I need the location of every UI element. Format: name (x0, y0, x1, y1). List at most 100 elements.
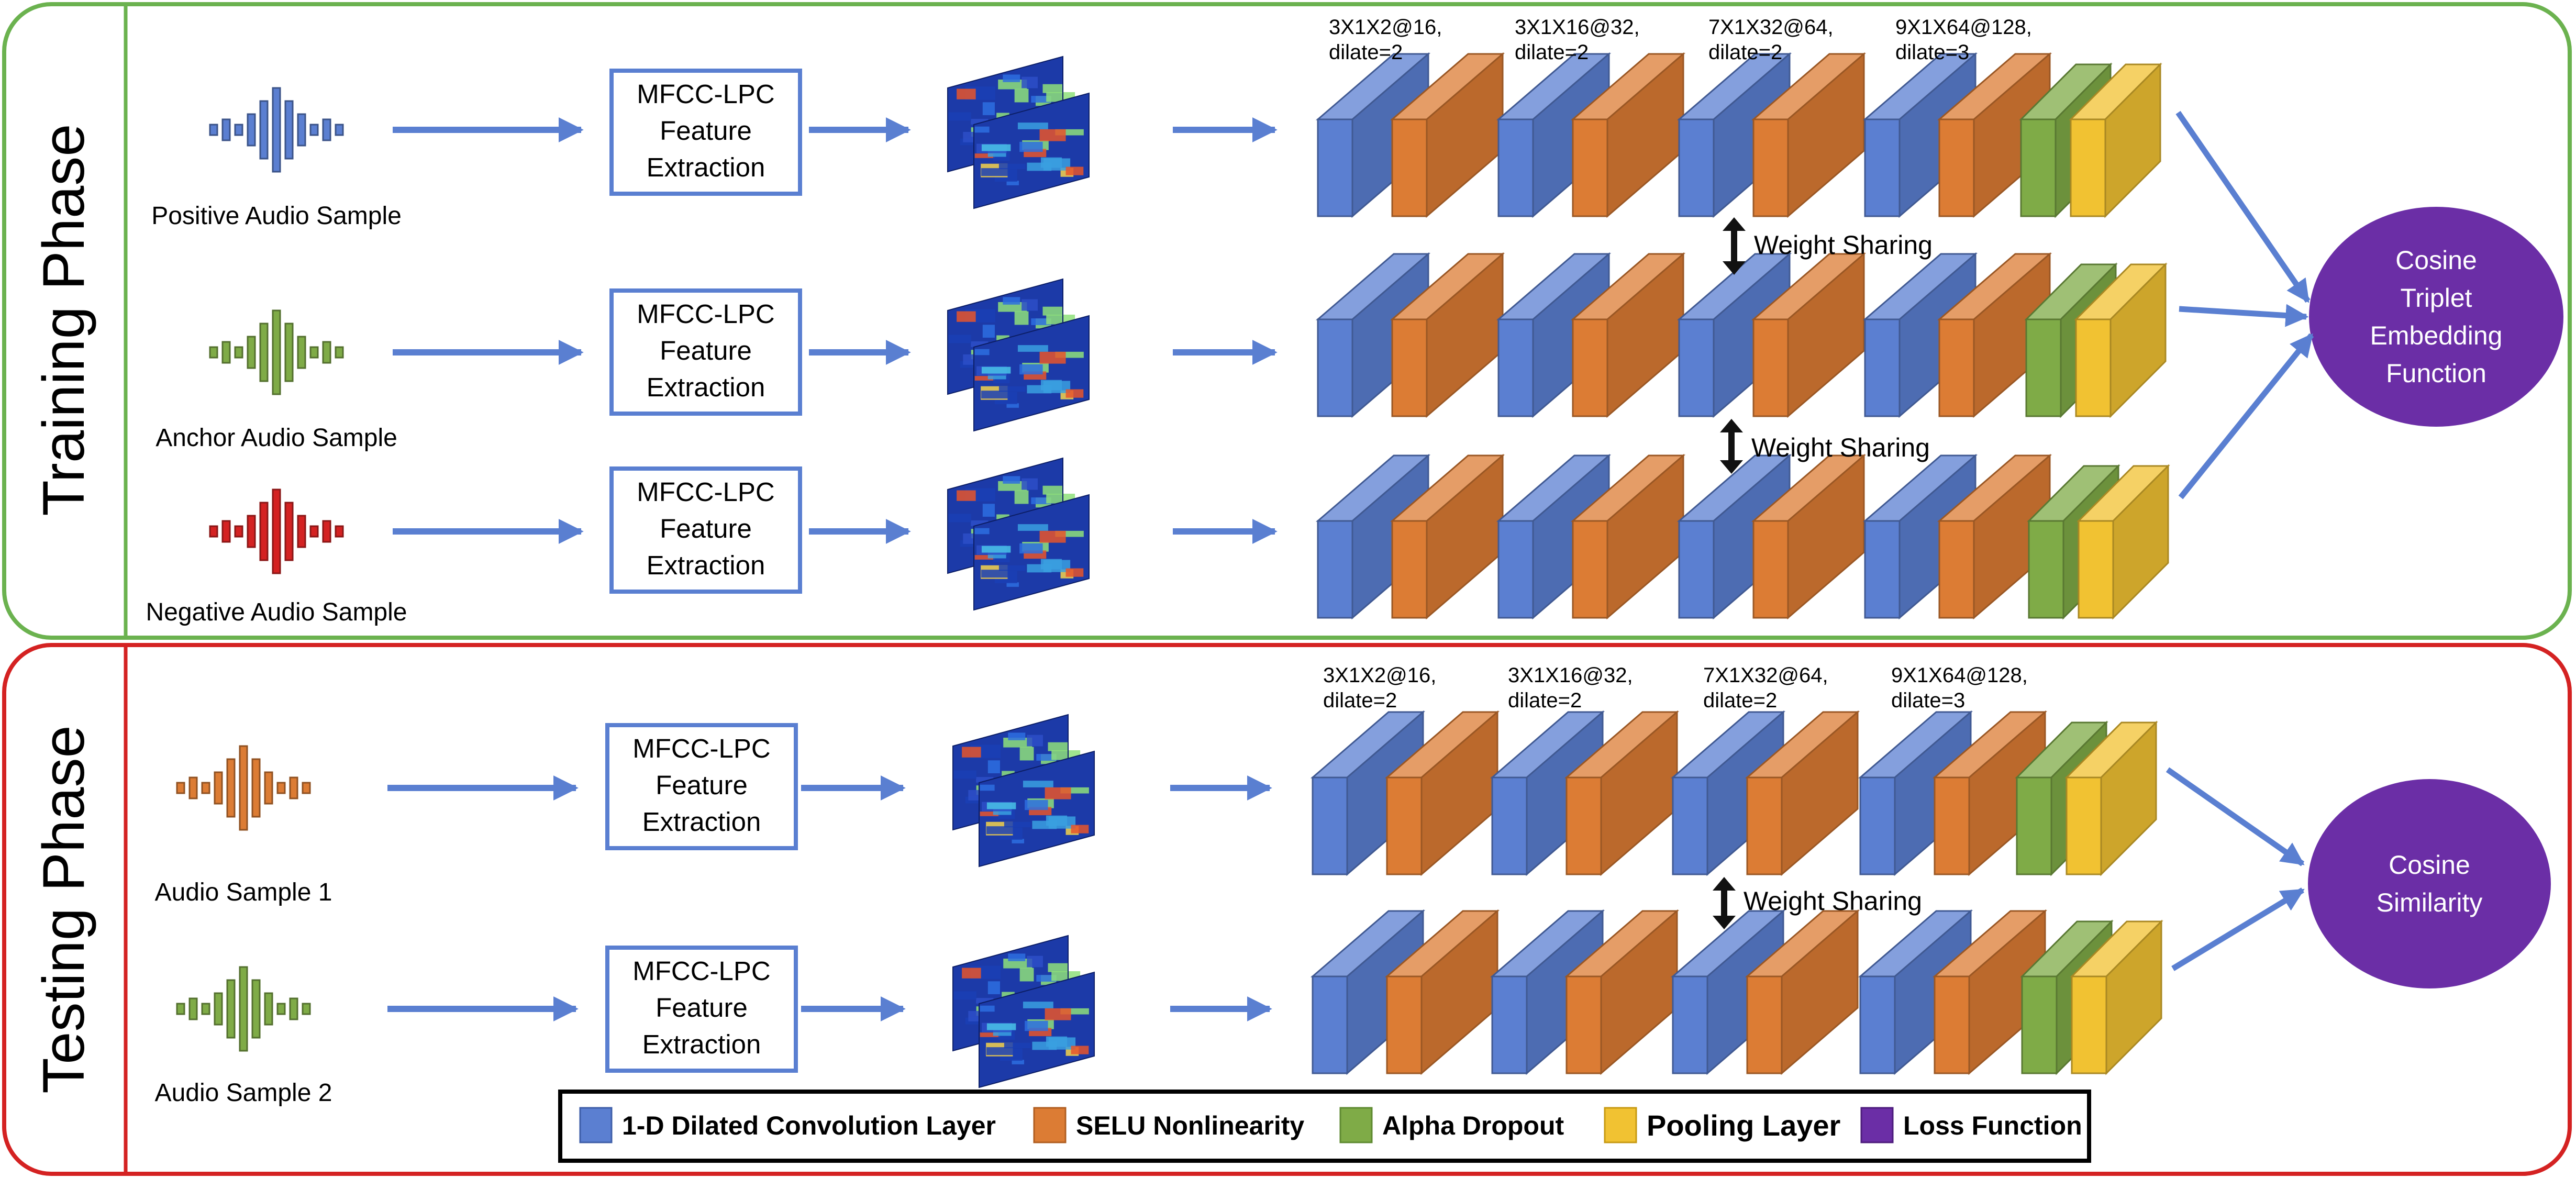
spectrogram-speckle (1021, 299, 1038, 311)
cnn-row-testing-1 (1310, 710, 2158, 876)
wave-bar (272, 87, 281, 173)
double-arrow-head-up (1713, 877, 1736, 891)
spectrogram-speckle (1006, 181, 1019, 185)
spectrogram-speckle (948, 112, 971, 121)
box-front (1565, 776, 1602, 875)
selu-layer-3 (1751, 252, 1867, 418)
selu-layer-4 (1937, 453, 2052, 620)
training-phase-frame (2, 2, 2572, 640)
spectrogram-speckle (981, 168, 1008, 176)
conv-layer-2 (1490, 710, 1605, 876)
box-front (1864, 118, 1901, 217)
conv-layer-1 (1315, 52, 1431, 218)
wave-bar (309, 124, 319, 136)
wave-bar (209, 124, 218, 136)
spectrogram-speckle (1021, 478, 1038, 490)
layer-spec-2: 3X1X16@32, (1508, 664, 1633, 687)
wave-bar (309, 346, 319, 359)
box-front (1391, 520, 1428, 619)
spectrogram-speckle (1039, 351, 1066, 364)
wave-bar (335, 346, 344, 359)
weight-sharing-label-training-2: Weight Sharing (1751, 433, 1930, 462)
box-front (1672, 776, 1708, 875)
wave-bar (272, 309, 281, 395)
box-front (1938, 520, 1975, 619)
selu-layer-3 (1751, 453, 1867, 620)
box-front (1672, 975, 1708, 1074)
spectrogram-speckle (987, 150, 1006, 157)
spectrogram-speckle (1036, 975, 1056, 982)
feature-box-line: Extraction (647, 152, 765, 182)
wave-bar (209, 346, 218, 359)
sample-label-training-2: Anchor Audio Sample (156, 424, 397, 452)
layer-spec-1: 3X1X2@16, (1329, 16, 1442, 39)
spectrogram-speckle (1071, 1046, 1089, 1054)
box-front (1312, 975, 1348, 1074)
selu-layer-2 (1570, 52, 1686, 218)
box-front (1859, 975, 1896, 1074)
spectrogram-speckle (1040, 559, 1062, 570)
spectrogram-speckle (974, 376, 995, 381)
spectrogram-edge (973, 494, 1090, 611)
spectrogram-speckle (974, 555, 995, 560)
spectrogram-speckle (957, 311, 976, 322)
pooling-layer (2064, 720, 2158, 876)
double-arrow-head-down (1720, 460, 1743, 474)
feature-box-line: Extraction (647, 372, 765, 402)
box-front (1391, 118, 1428, 217)
weight-sharing-arrow-training-1 (1723, 217, 1746, 275)
layer-spec-3: dilate=2 (1708, 41, 1782, 64)
arrow-cnn-to-loss-3 (2178, 333, 2314, 499)
wave-bar (264, 992, 273, 1026)
spectrogram-speckle (1021, 76, 1038, 88)
spectrogram-speckle (948, 514, 971, 523)
box-front (1386, 776, 1423, 875)
legend: 1-D Dilated Convolution Layer SELU Nonli… (558, 1090, 2091, 1163)
box-front (1938, 118, 1975, 217)
wave-bar (239, 966, 248, 1052)
feature-box-testing-1: MFCC-LPC Feature Extraction (605, 723, 798, 850)
double-arrow-head-up (1723, 217, 1746, 231)
spectrogram-speckle (1046, 1036, 1068, 1047)
spectrogram-speckle (981, 144, 1011, 151)
spectrogram-speckle (1027, 735, 1043, 747)
wave-bar (251, 758, 261, 818)
wave-bar (234, 525, 243, 538)
wave-bar (289, 997, 298, 1020)
spectrogram-speckle (1017, 524, 1048, 531)
selu-layer-3 (1745, 909, 1860, 1075)
legend-swatch-pooling (1604, 1107, 1637, 1143)
waveform-testing-2 (176, 966, 311, 1052)
spectrogram-training-1 (947, 55, 1090, 209)
wave-bar (335, 525, 344, 538)
double-arrow-head-down (1723, 261, 1746, 275)
spectrogram-testing-1 (952, 714, 1095, 868)
wave-bar (276, 1003, 286, 1015)
legend-frame (558, 1090, 2091, 1163)
spectrogram-speckle (976, 777, 994, 783)
spectrogram-speckle (1025, 1020, 1048, 1031)
spectrogram-speckle (1045, 787, 1071, 799)
loss-ellipse (2308, 779, 2551, 988)
spectrogram-speckle (962, 968, 981, 979)
spectrogram-speckle (987, 552, 1006, 559)
wave-bar (259, 323, 269, 382)
spectrogram-speckle (1012, 839, 1024, 843)
conv-layer-2 (1490, 909, 1605, 1075)
layer-spec-2: dilate=2 (1515, 41, 1589, 64)
feature-box-line: Feature (660, 116, 752, 146)
box-front (1678, 318, 1715, 417)
layer-spec-1: dilate=2 (1323, 689, 1397, 712)
legend-swatch-selu (1033, 1107, 1067, 1143)
spectrogram-speckle (1006, 403, 1019, 408)
spectrogram-speckle (980, 812, 1000, 816)
spectrogram-speckle (1039, 129, 1066, 141)
legend-swatch-loss (1860, 1107, 1894, 1143)
box-front (1491, 975, 1528, 1074)
box-front (1491, 776, 1528, 875)
spectrogram-speckle (1017, 123, 1048, 129)
conv-layer-4 (1858, 909, 1973, 1075)
training-phase-title: Training Phase (31, 124, 96, 516)
cnn-row-testing-2 (1310, 909, 2163, 1075)
